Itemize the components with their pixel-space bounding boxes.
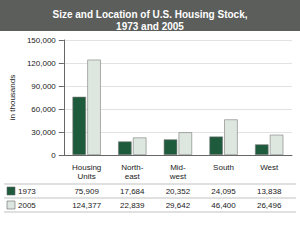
svg-text:1973 and 2005: 1973 and 2005: [116, 21, 184, 32]
svg-text:Housing: Housing: [72, 163, 101, 172]
svg-text:Units: Units: [78, 172, 96, 181]
svg-text:13,838: 13,838: [257, 187, 282, 196]
svg-text:46,400: 46,400: [211, 201, 236, 210]
svg-text:South: South: [213, 163, 234, 172]
svg-text:in thousands: in thousands: [8, 75, 17, 120]
svg-text:east: east: [125, 172, 141, 181]
svg-text:0: 0: [51, 151, 56, 160]
svg-text:22,839: 22,839: [120, 201, 145, 210]
svg-text:75,909: 75,909: [74, 187, 99, 196]
svg-text:124,377: 124,377: [72, 201, 101, 210]
svg-text:29,642: 29,642: [166, 201, 191, 210]
svg-text:1973: 1973: [18, 187, 36, 196]
svg-text:26,496: 26,496: [257, 201, 282, 210]
svg-text:90,000: 90,000: [31, 82, 56, 91]
svg-text:North-: North-: [121, 163, 144, 172]
svg-text:30,000: 30,000: [31, 128, 56, 137]
svg-text:24,095: 24,095: [211, 187, 236, 196]
svg-text:Mid-: Mid-: [170, 163, 186, 172]
svg-text:Size and Location of U.S. Hous: Size and Location of U.S. Housing Stock,: [52, 9, 247, 20]
svg-text:2005: 2005: [18, 201, 36, 210]
svg-text:West: West: [260, 163, 279, 172]
svg-text:west: west: [169, 172, 187, 181]
svg-text:20,352: 20,352: [166, 187, 191, 196]
svg-text:120,000: 120,000: [27, 59, 56, 68]
svg-text:17,684: 17,684: [120, 187, 145, 196]
svg-text:150,000: 150,000: [27, 36, 56, 45]
svg-text:60,000: 60,000: [31, 105, 56, 114]
